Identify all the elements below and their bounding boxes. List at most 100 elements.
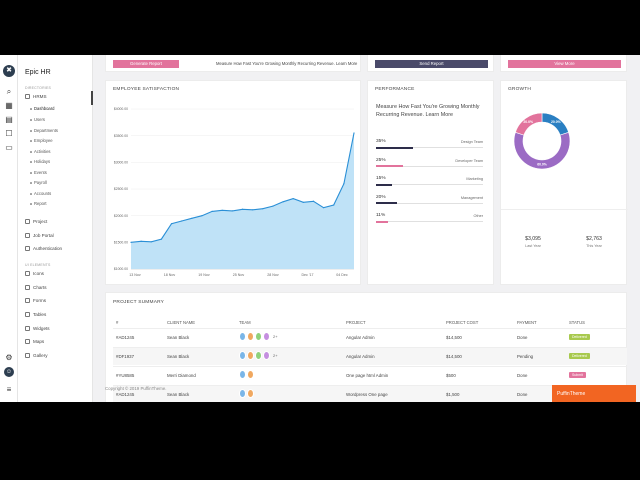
satisfaction-point[interactable] [252,209,254,211]
app-logo-icon[interactable]: ✖ [3,65,15,77]
growth-donut-chart[interactable]: 20.0% 60.0% 20.0% [507,106,577,176]
cell-project: One page html Admin [346,373,389,378]
sidebar-sub-events[interactable]: Events [30,170,47,175]
icon-rail: ✖ ⌕ ▦ ▤ ☐ ▭ ⚙ ☺ ≡ [0,55,18,402]
team-member-avatar[interactable] [247,351,254,360]
team-member-avatar[interactable] [247,332,254,341]
section-ui-elements: UI ELEMENTS [25,263,51,267]
col-header-client[interactable]: CLIENT NAME [167,320,196,325]
team-member-avatar[interactable] [263,351,270,360]
satisfaction-point[interactable] [130,241,132,243]
sidebar-sub-accounts[interactable]: Accounts [29,191,52,196]
satisfaction-point[interactable] [272,205,274,207]
satisfaction-point[interactable] [181,220,183,222]
team-member-avatar[interactable] [239,389,246,398]
search-icon[interactable]: ⌕ [6,87,12,96]
sidebar-item-hrms[interactable]: HRMS [25,94,47,99]
sidebar-sub-dashboard[interactable]: Dashboard [30,106,55,111]
performance-row: 15% Marketing [376,176,483,186]
team-member-avatar[interactable] [255,332,262,341]
sidebar-item-job-portal[interactable]: Job Portal [25,233,54,238]
view-more-button[interactable]: View More [508,60,621,68]
satisfaction-point[interactable] [170,223,173,225]
send-report-button[interactable]: Send Report [375,60,488,68]
folder-icon[interactable]: ▭ [5,143,13,152]
col-header-status[interactable]: STATUS [569,320,585,325]
sidebar-item-icons[interactable]: Icons [25,271,44,276]
sidebar-item-maps[interactable]: Maps [25,339,44,344]
satisfaction-point[interactable] [353,132,355,134]
lock-icon [25,246,30,251]
sidebar-sub-payroll[interactable]: Payroll [30,180,47,185]
satisfaction-point[interactable] [191,217,193,219]
satisfaction-point[interactable] [302,201,304,203]
donut-slice[interactable] [514,112,543,136]
col-header-payment[interactable]: PAYMENT [517,320,537,325]
calendar-icon[interactable]: ▦ [5,101,13,110]
team-member-avatar[interactable] [239,332,246,341]
team-member-avatar[interactable] [247,370,254,379]
table-row[interactable]: #AD1245 Sean Black 2+ Angular Admin $14,500 D… [113,328,627,346]
sidebar-sub-departments[interactable]: Departments [30,128,58,133]
satisfaction-point[interactable] [160,238,163,240]
sidebar-sub-holidays[interactable]: Holidays [29,159,51,164]
sidebar-item-tables[interactable]: Tables [25,312,46,317]
satisfaction-point[interactable] [221,209,223,211]
sidebar-sub-employee[interactable]: Employee [30,138,53,143]
performance-label: Management [460,195,483,200]
team-member-avatar[interactable] [255,351,262,360]
satisfaction-point[interactable] [211,210,213,212]
team-member-avatar[interactable] [239,351,246,360]
sidebar-item-widgets[interactable]: Widgets [25,326,50,331]
app-frame: ✖ ⌕ ▦ ▤ ☐ ▭ ⚙ ☺ ≡ Epic HR DIRECTORIES HR… [0,55,640,402]
avatar[interactable]: ☺ [4,367,14,377]
satisfaction-point[interactable] [231,210,233,212]
sidebar-sub-report[interactable]: Report [30,201,47,206]
sidebar-item-forms[interactable]: Forms [25,298,46,303]
satisfaction-point[interactable] [150,241,152,243]
col-header-project[interactable]: PROJECT [346,320,366,325]
satisfaction-point[interactable] [282,201,284,203]
generate-report-button[interactable]: Generate Report [113,60,179,68]
chat-icon[interactable]: ☐ [5,129,13,138]
table-row[interactable]: #DF1937 Sean Black 2+ Angular Admin $14,500 P… [113,347,627,365]
satisfaction-point[interactable] [343,183,345,185]
table-row[interactable]: #YU8585 Merri Diamond One page html Admin $… [113,366,627,384]
sidebar-sub-users[interactable]: Users [30,117,45,122]
table-row[interactable]: #AD1245 Sean Black Wordpress One page $1,50… [113,385,627,402]
satisfaction-point[interactable] [241,208,244,210]
sidebar-sub-activities[interactable]: Activities [30,149,51,154]
chat-widget[interactable]: PuffinTheme [552,385,636,402]
cell-payment: Done [517,373,528,378]
team-member-avatar[interactable] [239,370,246,379]
gear-icon[interactable]: ⚙ [5,353,13,362]
col-header-cost[interactable]: PROJECT COST [446,320,479,325]
sidebar-item-gallery[interactable]: Gallery [25,353,48,358]
menu-icon[interactable]: ≡ [6,385,12,394]
donut-slice-label: 20.0% [523,120,533,124]
satisfaction-point[interactable] [140,240,142,242]
satisfaction-point[interactable] [333,204,335,206]
sidebar-item-authentication[interactable]: Authentication [25,246,62,251]
sidebar-active-indicator [91,91,93,105]
performance-label: Design Team [460,140,483,144]
contacts-icon[interactable]: ▤ [5,115,13,124]
satisfaction-point[interactable] [312,200,315,202]
growth-stat-last-year: $3,095 Last Year [525,236,541,248]
satisfaction-point[interactable] [292,198,294,200]
x-tick-label: 19 Nov [198,273,210,277]
col-header-id[interactable]: # [116,320,119,325]
team-member-avatar[interactable] [263,332,270,341]
sidebar-item-charts[interactable]: Charts [25,285,47,290]
satisfaction-chart[interactable]: $1000.00 $1500.00 $2000.00 $2500.00 $3000.00… [106,101,360,281]
performance-value: 11% [376,213,386,218]
satisfaction-point[interactable] [322,207,325,209]
project-summary-title: PROJECT SUMMARY [113,300,165,305]
satisfaction-point[interactable] [262,208,264,210]
team-member-avatar[interactable] [247,389,254,398]
performance-bar [376,165,403,167]
top-card-left: Generate Report Measure How Fast You're … [105,55,361,72]
col-header-team[interactable]: TEAM [239,320,251,325]
sidebar-item-project[interactable]: Project [25,219,47,224]
satisfaction-point[interactable] [201,215,203,217]
